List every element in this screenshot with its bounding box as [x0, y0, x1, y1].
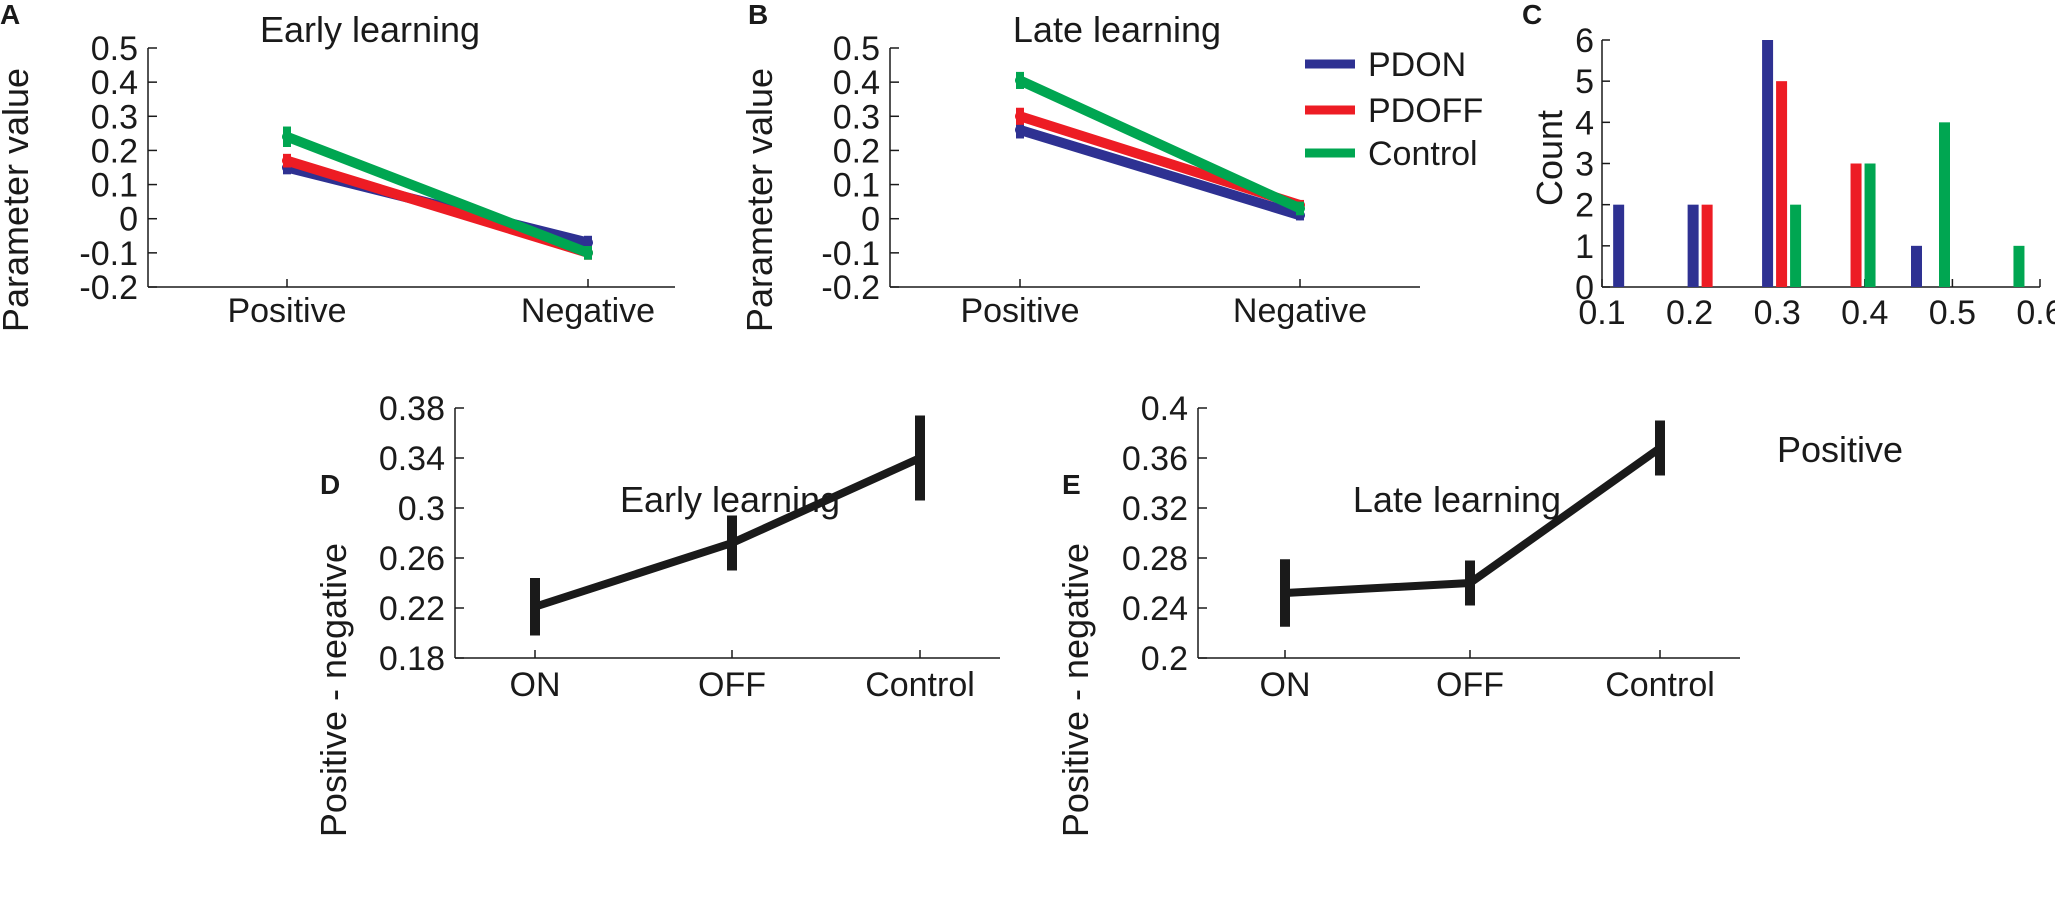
panel-a-title: Early learning	[260, 9, 480, 50]
panel-a-marks: -0.2-0.100.10.20.30.40.5 Positive Negative	[79, 30, 675, 330]
y-tick-label: 0.3	[398, 490, 445, 528]
y-tick-label: 0.1	[91, 167, 138, 205]
panel-b-title: Late learning	[1013, 9, 1221, 50]
panel-a-letter: A	[0, 0, 20, 30]
y-tick-label: 0.34	[379, 440, 445, 478]
y-tick-label: 0.5	[833, 30, 880, 68]
legend: PDON PDOFF Control	[1305, 46, 1483, 173]
y-tick-label: 0.38	[379, 390, 445, 428]
y-tick-label: 2	[1575, 187, 1594, 225]
bar-pdoff	[1850, 163, 1862, 287]
legend-label-pdon: PDON	[1368, 46, 1466, 84]
y-tick-label: -0.1	[79, 235, 138, 273]
legend-label-pdoff: PDOFF	[1368, 92, 1483, 130]
panel-d-letter: D	[320, 469, 340, 500]
panel-d: D Early learning Positive - negative 0.1…	[313, 390, 1000, 837]
series-line-control	[282, 131, 593, 258]
y-tick-label: 0.2	[91, 132, 138, 170]
y-tick-label: 0	[861, 201, 880, 239]
x-tick-label: 0.3	[1754, 294, 1801, 332]
panel-c-ylabel: Count	[1529, 110, 1570, 206]
y-tick-label: 0.26	[379, 540, 445, 578]
y-tick-label: 0	[1575, 269, 1594, 307]
y-tick-label: 0.32	[1122, 490, 1188, 528]
series-line-pdon	[1015, 124, 1305, 221]
y-tick-label: 5	[1575, 63, 1594, 101]
y-tick-label: 0	[119, 201, 138, 239]
y-tick-label: 0.22	[379, 590, 445, 628]
y-tick-label: 3	[1575, 146, 1594, 184]
panel-d-title: Early learning	[620, 479, 840, 520]
x-tick-label: Positive	[960, 292, 1079, 330]
bar-pdoff	[1776, 81, 1788, 288]
bar-control	[1864, 163, 1876, 287]
panel-e-title: Late learning	[1353, 479, 1561, 520]
y-tick-label: 0.3	[91, 98, 138, 136]
x-tick-label: Control	[1605, 666, 1715, 704]
y-tick-label: 0.24	[1122, 590, 1188, 628]
panel-c-xlabel: Positive	[1777, 429, 1903, 470]
y-tick-label: 0.3	[833, 98, 880, 136]
panel-b: B Late learning Parameter value -0.2-0.1…	[739, 0, 1483, 332]
y-tick-label: 4	[1575, 104, 1594, 142]
x-tick-label: Positive	[227, 292, 346, 330]
y-tick-label: 1	[1575, 228, 1594, 266]
y-tick-label: 0.18	[379, 640, 445, 678]
x-tick-label: Negative	[521, 292, 655, 330]
x-tick-label: ON	[1260, 666, 1311, 704]
y-tick-label: 0.5	[91, 30, 138, 68]
y-tick-label: -0.2	[79, 269, 138, 307]
y-tick-label: 0.1	[833, 167, 880, 205]
bar-control	[1939, 122, 1950, 287]
y-tick-label: -0.2	[821, 269, 880, 307]
y-tick-label: 0.4	[1141, 390, 1188, 428]
x-tick-label: 0.6	[2016, 294, 2055, 332]
y-tick-label: -0.1	[821, 235, 880, 273]
x-tick-label: ON	[510, 666, 561, 704]
panel-e: E Late learning Positive - negative 0.20…	[1055, 390, 1740, 837]
bar-pdon	[1762, 40, 1774, 287]
y-tick-label: 0.36	[1122, 440, 1188, 478]
panel-d-ylabel: Positive - negative	[313, 543, 354, 837]
x-tick-label: Negative	[1233, 292, 1367, 330]
bar-pdoff	[1701, 204, 1713, 287]
panel-a-ylabel: Parameter value	[0, 68, 36, 332]
bar-control	[1790, 204, 1802, 287]
y-tick-label: 0.4	[833, 64, 880, 102]
panel-b-letter: B	[748, 0, 768, 30]
bar-pdon	[1687, 204, 1699, 287]
x-tick-label: OFF	[698, 666, 766, 704]
panel-e-letter: E	[1062, 469, 1081, 500]
y-tick-label: 0.2	[833, 132, 880, 170]
panel-e-marks: 0.2 0.24 0.28 0.32 0.36 0.4 ON OFF Control	[1122, 390, 1740, 704]
panel-d-marks: 0.18 0.22 0.26 0.3 0.34 0.38 ON OFF Control	[379, 390, 1000, 704]
y-tick-label: 6	[1575, 22, 1594, 60]
bar-pdon	[1911, 245, 1922, 287]
panel-e-ylabel: Positive - negative	[1055, 543, 1096, 837]
y-tick-label: 0.4	[91, 64, 138, 102]
x-tick-label: 0.2	[1666, 294, 1713, 332]
panel-a: A Early learning Parameter value -0.2-0.…	[0, 0, 675, 332]
bar-control	[2013, 245, 2025, 287]
y-tick-label: 0.28	[1122, 540, 1188, 578]
panel-b-marks: -0.2-0.100.10.20.30.40.5 Positive Negative	[821, 30, 1420, 330]
legend-label-control: Control	[1368, 135, 1478, 173]
x-tick-label: Control	[865, 666, 975, 704]
x-tick-label: 0.5	[1929, 294, 1976, 332]
series-line-control	[1015, 75, 1305, 214]
panel-b-ylabel: Parameter value	[739, 68, 780, 332]
x-tick-label: 0.4	[1841, 294, 1888, 332]
bar-pdon	[1613, 204, 1625, 287]
x-tick-label: OFF	[1436, 666, 1504, 704]
x-tick-label: 0.1	[1578, 294, 1625, 332]
panel-c-letter: C	[1522, 0, 1542, 30]
y-tick-label: 0.2	[1141, 640, 1188, 678]
